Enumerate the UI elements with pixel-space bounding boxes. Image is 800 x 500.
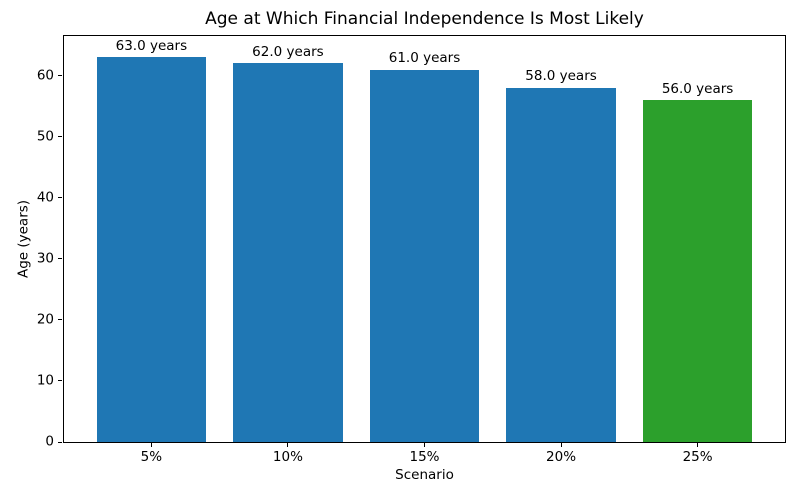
x-tick-label: 10% — [272, 449, 303, 465]
y-tick-label: 20 — [36, 311, 54, 328]
bar — [642, 100, 753, 442]
y-tick-label: 10 — [36, 372, 54, 389]
bar — [369, 69, 480, 442]
bar-value-label: 56.0 years — [661, 80, 734, 97]
y-tick-label: 60 — [36, 66, 54, 83]
x-tick-label: 25% — [682, 449, 713, 465]
y-axis-ticks: 0 10 20 30 40 50 60 — [37, 36, 785, 448]
x-tick-label: 5% — [140, 449, 163, 465]
chart-title: Age at Which Financial Independence Is M… — [205, 9, 644, 29]
bar-value-label: 63.0 years — [115, 37, 188, 54]
y-tick-mark — [58, 380, 62, 382]
bar — [96, 57, 206, 442]
y-tick-mark — [58, 136, 62, 138]
x-axis-label: Scenario — [395, 467, 454, 483]
x-tick-mark — [150, 443, 152, 447]
x-tick-mark — [287, 443, 289, 447]
plot-area: 63.0 years 62.0 years 61.0 years 58.0 years… — [37, 35, 786, 464]
y-axis-label: Age (years) — [15, 199, 32, 279]
y-tick-label: 0 — [45, 433, 54, 450]
bar — [506, 87, 616, 442]
y-tick-mark — [58, 441, 62, 443]
x-tick-label: 20% — [546, 449, 577, 465]
x-tick-label: 15% — [409, 449, 440, 465]
y-tick-mark — [58, 319, 62, 321]
x-tick-mark — [560, 443, 562, 447]
bar-value-label: 62.0 years — [252, 43, 324, 60]
bar-value-label: 58.0 years — [525, 68, 597, 85]
bar-value-label: 61.0 years — [388, 50, 461, 67]
x-tick-mark — [424, 443, 425, 447]
bars-layer: 63.0 years 62.0 years 61.0 years 58.0 years… — [64, 36, 785, 442]
y-tick-mark — [58, 197, 62, 199]
bar — [233, 63, 343, 442]
x-tick-mark — [697, 443, 699, 447]
y-tick-mark — [58, 75, 62, 77]
y-tick-mark — [58, 258, 62, 260]
y-tick-label: 40 — [36, 189, 54, 206]
y-tick-label: 30 — [36, 250, 54, 267]
x-axis-ticks: 5% 10% 15% 20% 25% — [64, 36, 785, 464]
y-tick-label: 50 — [36, 127, 54, 144]
